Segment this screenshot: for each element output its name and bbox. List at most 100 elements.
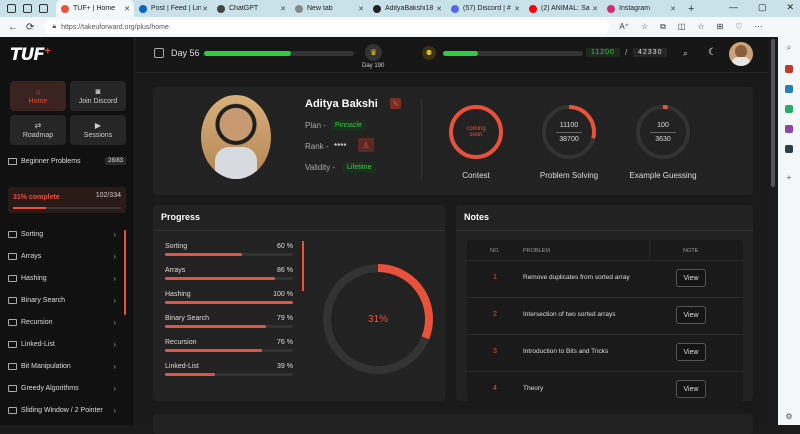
extension-icon[interactable] (785, 65, 793, 73)
folder-icon (8, 231, 17, 238)
close-tab-icon[interactable]: ✕ (202, 5, 208, 13)
settings-icon[interactable]: ⚙ (785, 412, 793, 421)
close-tab-icon[interactable]: ✕ (592, 5, 598, 13)
browser-tab[interactable]: Instagram ✕ (602, 0, 680, 17)
maximize-button[interactable]: ▢ (757, 2, 767, 12)
sessions-button[interactable]: ▶ Sessions (70, 115, 126, 145)
new-tab-button[interactable]: + (688, 2, 695, 15)
toolbar-icon[interactable]: ☆ (697, 22, 705, 31)
tab-title: (2) ANIMAL: Sa (541, 5, 590, 12)
toolbar-icon[interactable]: A⁺ (619, 22, 629, 31)
view-button[interactable]: View (676, 269, 706, 287)
profile-card: Aditya Bakshi ✎ Plan - Pinnacle Rank - *… (153, 87, 753, 195)
notes-card: Notes NO. PROBLEM NOTE 1 Remove duplicate… (456, 205, 753, 401)
sidebar-item[interactable]: Sorting › (8, 230, 116, 239)
extension-icon[interactable] (785, 145, 793, 153)
tab-favicon-icon (61, 4, 69, 13)
browser-tab[interactable]: AdityaBakshi18 ✕ (368, 0, 446, 17)
count-badge: 28/83 (104, 157, 126, 165)
top-bar: Day 56 ♛ Day 190 ⚉ 11200 / 42330 ⌕ ☾ (136, 37, 768, 73)
search-icon[interactable]: ⌕ (683, 48, 689, 58)
close-tab-icon[interactable]: ✕ (436, 5, 442, 13)
toolbar-icon[interactable]: ⊞ (716, 22, 724, 31)
view-button[interactable]: View (676, 380, 706, 398)
workspaces-icon[interactable] (23, 4, 32, 13)
progress-item-bar (165, 277, 293, 280)
progress-scrollbar[interactable] (302, 241, 304, 291)
view-button[interactable]: View (676, 343, 706, 361)
browser-tab[interactable]: TUF+ | Home ✕ (56, 0, 134, 17)
browser-tab[interactable]: (57) Discord | # ✕ (446, 0, 524, 17)
problems-solved: 11100 (559, 121, 579, 129)
sidebar-item[interactable]: Bit Manipulation › (8, 362, 116, 371)
add-icon[interactable]: + (786, 173, 792, 182)
close-tab-icon[interactable]: ✕ (280, 5, 286, 13)
sidebar-item[interactable]: Recursion › (8, 318, 116, 327)
close-tab-icon[interactable]: ✕ (124, 5, 130, 13)
view-button[interactable]: View (676, 306, 706, 324)
browser-tab[interactable]: (2) ANIMAL: Sa ✕ (524, 0, 602, 17)
edit-icon[interactable]: ✎ (390, 98, 401, 109)
browser-tab[interactable]: New tab ✕ (290, 0, 368, 17)
url-text: https://takeuforward.org/plus/home (61, 23, 169, 31)
tab-title: (57) Discord | # (463, 5, 511, 12)
tab-favicon-icon (217, 4, 225, 13)
tuf-logo[interactable]: TUF+ (10, 45, 51, 65)
back-icon[interactable]: ← (8, 21, 18, 33)
minimize-button[interactable]: — (728, 2, 738, 12)
progress-item-name: Linked-List (165, 363, 199, 370)
url-field[interactable]: 🔒︎ https://takeuforward.org/plus/home (44, 20, 610, 34)
progress-item-bar (165, 325, 293, 328)
extension-icon[interactable] (785, 105, 793, 113)
browser-tab[interactable]: ChatGPT ✕ (212, 0, 290, 17)
close-tab-icon[interactable]: ✕ (514, 5, 520, 13)
browser-tab[interactable]: Post | Feed | Lin ✕ (134, 0, 212, 17)
discord-icon: ◙ (95, 87, 101, 96)
toolbar-icon[interactable]: ◫ (677, 22, 686, 31)
row-problem: Remove duplicates from sorted array (523, 274, 630, 281)
search-icon[interactable]: ⌕ (786, 43, 792, 52)
points-current: 11200 (586, 48, 620, 57)
problems-total: 38700 (559, 135, 579, 143)
sidebar-item[interactable]: Binary Search › (8, 296, 116, 305)
close-tab-icon[interactable]: ✕ (670, 5, 676, 13)
close-tab-icon[interactable]: ✕ (358, 5, 364, 13)
browser-toolbar-icons: A⁺ ☆ ⧉ ◫ ☆ ⊞ ♡ ⋯ (619, 22, 762, 32)
next-card (153, 414, 753, 434)
home-button[interactable]: ⌂ Home (10, 81, 66, 111)
user-avatar[interactable] (729, 42, 753, 66)
chevron-right-icon: › (113, 230, 116, 239)
sidebar-item[interactable]: Greedy Algorithms › (8, 384, 116, 393)
progress-item-percent: 60 % (277, 243, 293, 250)
roadmap-button[interactable]: ⇄ Roadmap (10, 115, 66, 145)
toolbar-icon[interactable]: ⧉ (660, 22, 666, 31)
sidebar-item[interactable]: Sliding Window / 2 Pointer › (8, 406, 116, 415)
sidebar-item[interactable]: Linked-List › (8, 340, 116, 349)
tab-title: Post | Feed | Lin (151, 5, 201, 12)
close-window-button[interactable]: ✕ (786, 2, 794, 12)
chevron-right-icon: › (113, 318, 116, 327)
sidebar-item[interactable]: Hashing › (8, 274, 116, 283)
toolbar-icon[interactable]: ☆ (640, 22, 649, 31)
profile-icon[interactable] (7, 4, 16, 13)
page-scrollbar[interactable] (769, 37, 778, 425)
beginner-problems-item[interactable]: Beginner Problems 28/83 (8, 157, 126, 165)
tab-actions-icon[interactable] (39, 4, 48, 13)
toolbar-icon[interactable]: ♡ (735, 22, 743, 31)
tab-favicon-icon (373, 4, 381, 13)
row-problem: Theory (523, 385, 544, 392)
progress-item-bar (165, 373, 293, 376)
sidebar-item[interactable]: Arrays › (8, 252, 116, 261)
contest-label: Contest (462, 171, 490, 180)
rank-icon[interactable]: ♙ (358, 138, 374, 152)
sidebar-scrollbar[interactable] (124, 230, 126, 315)
extension-icon[interactable] (785, 125, 793, 133)
extension-icon[interactable] (785, 85, 793, 93)
theme-toggle-icon[interactable]: ☾ (708, 47, 717, 58)
progress-item-name: Recursion (165, 339, 197, 346)
trophy-icon: ♛ (365, 44, 382, 61)
toolbar-icon[interactable]: ⋯ (754, 22, 763, 31)
progress-item: Recursion 76 % (165, 339, 293, 352)
join-discord-button[interactable]: ◙ Join Discord (70, 81, 126, 111)
reload-icon[interactable]: ⟳ (26, 21, 35, 33)
